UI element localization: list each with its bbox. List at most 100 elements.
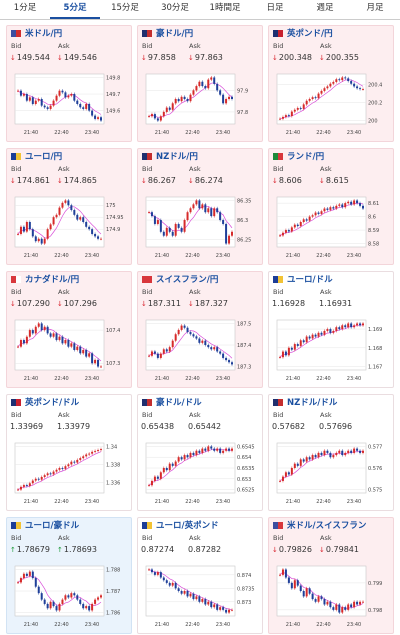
pair-name-link[interactable]: カナダドル/円 bbox=[25, 275, 80, 285]
tab-5[interactable]: 日足 bbox=[266, 3, 284, 13]
mini-candle-chart[interactable]: 1.34 1.338 1.336 21:40 22:40 23:40 bbox=[10, 435, 128, 507]
y-tick-label: 1.338 bbox=[106, 462, 120, 468]
pair-name-link[interactable]: 豪ドル/円 bbox=[156, 29, 194, 39]
pair-name-link[interactable]: ユーロ/豪ドル bbox=[25, 521, 80, 531]
rate-card[interactable]: ユーロ/ドル Bid Ask 1.16928 1.16931 1.169 1.168 1.16… bbox=[268, 271, 394, 388]
card-header: ユーロ/円 bbox=[7, 149, 131, 163]
mini-candle-chart[interactable]: 86.35 86.3 86.25 21:40 22:40 23:40 bbox=[141, 189, 259, 261]
candle-body bbox=[344, 452, 347, 456]
candle-body bbox=[162, 468, 165, 473]
mini-candle-chart[interactable]: 0.577 0.576 0.575 21:40 22:40 23:40 bbox=[272, 435, 390, 507]
tab-4[interactable]: 1時間足 bbox=[209, 3, 241, 13]
tab-6[interactable]: 週足 bbox=[316, 3, 334, 13]
mini-candle-chart[interactable]: 1.169 1.168 1.167 21:40 22:40 23:40 bbox=[272, 312, 390, 384]
rate-card[interactable]: 英ポンド/円 Bid Ask ↓200.348 ↓200.355 200.4 200.2 20… bbox=[268, 25, 394, 142]
candle-body bbox=[284, 472, 287, 477]
bid-label: Bid bbox=[142, 41, 153, 50]
rate-card[interactable]: 豪ドル/円 Bid Ask ↓97.858 ↓97.863 97.9 97.8 21:40 22… bbox=[137, 25, 263, 142]
rate-card[interactable]: ユーロ/円 Bid Ask ↓174.861 ↓174.865 175 174.95 174.… bbox=[6, 148, 132, 265]
bid-price: ↓86.267 bbox=[141, 176, 188, 185]
pair-name-link[interactable]: ユーロ/ドル bbox=[287, 275, 333, 285]
candle-body bbox=[344, 203, 347, 208]
tab-7[interactable]: 月足 bbox=[366, 3, 384, 13]
mini-candle-chart[interactable]: 8.61 8.6 8.59 8.58 21:40 22:40 23:40 bbox=[272, 189, 390, 261]
candle-body bbox=[228, 235, 231, 244]
x-tick-label: 23:40 bbox=[216, 130, 230, 136]
y-tick-label: 0.874 bbox=[237, 573, 251, 579]
bid-ask-prices: ↓8.606 ↓8.615 bbox=[269, 174, 393, 186]
pair-name-link[interactable]: ユーロ/円 bbox=[25, 152, 63, 162]
mini-candle-chart[interactable]: 97.9 97.8 21:40 22:40 23:40 bbox=[141, 66, 259, 138]
tab-3[interactable]: 30分足 bbox=[161, 3, 189, 13]
rate-card[interactable]: 米ドル/スイスフラン Bid Ask ↓0.79826 ↓0.79841 0.799 0.7… bbox=[268, 517, 394, 634]
pair-name-link[interactable]: ランド/円 bbox=[287, 152, 325, 162]
bid-value: 8.606 bbox=[278, 175, 302, 185]
bid-value: 0.87274 bbox=[141, 544, 175, 554]
mini-candle-chart[interactable]: 107.4 107.3 21:40 22:40 23:40 bbox=[10, 312, 128, 384]
arrow-up-icon: ↑ bbox=[57, 545, 63, 554]
candle-body bbox=[305, 336, 308, 343]
rate-card[interactable]: 米ドル/円 Bid Ask ↓149.544 ↓149.546 149.8 149.7 149… bbox=[6, 25, 132, 142]
candle-body bbox=[180, 96, 183, 102]
mini-candle-chart[interactable]: 175 174.95 174.9 21:40 22:40 23:40 bbox=[10, 189, 128, 261]
x-tick-label: 21:40 bbox=[24, 253, 38, 259]
pair-name-link[interactable]: 英ポンド/円 bbox=[287, 29, 333, 39]
pair-name-link[interactable]: 米ドル/スイスフラン bbox=[287, 521, 367, 531]
mini-candle-chart[interactable]: 187.5 187.4 187.3 21:40 22:40 23:40 bbox=[141, 312, 259, 384]
rate-card[interactable]: 豪ドル/ドル Bid Ask 0.65438 0.65442 0.6545 0.654 0.6… bbox=[137, 394, 263, 511]
bid-label: Bid bbox=[142, 287, 153, 296]
bid-ask-labels: Bid Ask bbox=[7, 286, 131, 297]
pair-name-link[interactable]: NZドル/円 bbox=[156, 152, 198, 162]
pair-name-link[interactable]: 米ドル/円 bbox=[25, 29, 63, 39]
rate-card[interactable]: スイスフラン/円 Bid Ask ↓187.311 ↓187.327 187.5 187.4… bbox=[137, 271, 263, 388]
candle-body bbox=[61, 336, 64, 344]
pair-name-link[interactable]: 英ポンド/ドル bbox=[25, 398, 80, 408]
bid-label: Bid bbox=[142, 164, 153, 173]
rate-card[interactable]: ユーロ/英ポンド Bid Ask 0.87274 0.87282 0.874 0.8735 0… bbox=[137, 517, 263, 634]
candle-body bbox=[162, 349, 165, 354]
candle-body bbox=[37, 238, 40, 242]
candle-body bbox=[204, 204, 207, 213]
pair-name-link[interactable]: スイスフラン/円 bbox=[156, 275, 219, 285]
y-tick-label: 8.6 bbox=[368, 215, 376, 221]
mini-candle-chart[interactable]: 0.874 0.8735 0.873 21:40 22:40 23:40 bbox=[141, 558, 259, 630]
candle-body bbox=[299, 459, 302, 466]
candle-body bbox=[207, 601, 210, 605]
pair-name-link[interactable]: 豪ドル/ドル bbox=[156, 398, 202, 408]
pair-name-link[interactable]: ユーロ/英ポンド bbox=[156, 521, 219, 531]
candle-body bbox=[311, 97, 314, 99]
rate-card[interactable]: ランド/円 Bid Ask ↓8.606 ↓8.615 8.61 8.6 8.59 8.58 21… bbox=[268, 148, 394, 265]
rate-card[interactable]: NZドル/ドル Bid Ask 0.57682 0.57696 0.577 0.576 0.5… bbox=[268, 394, 394, 511]
rate-card[interactable]: NZドル/円 Bid Ask ↓86.267 ↓86.274 86.35 86.3 86.25… bbox=[137, 148, 263, 265]
tab-2[interactable]: 15分足 bbox=[111, 3, 139, 13]
candle-body bbox=[293, 344, 296, 350]
candle-body bbox=[150, 351, 153, 356]
mini-candle-chart[interactable]: 200.4 200.2 200 21:40 22:40 23:40 bbox=[272, 66, 390, 138]
y-tick-label: 1.168 bbox=[368, 346, 382, 352]
candle-body bbox=[314, 334, 317, 337]
y-tick-label: 149.7 bbox=[106, 92, 120, 98]
tab-0[interactable]: 1分足 bbox=[13, 3, 37, 13]
candle-body bbox=[67, 340, 70, 347]
tab-1[interactable]: 5分足 bbox=[50, 0, 100, 19]
pair-name-link[interactable]: NZドル/ドル bbox=[287, 398, 338, 408]
card-header: 豪ドル/ドル bbox=[138, 395, 262, 409]
candle-body bbox=[332, 455, 335, 458]
bid-price: 0.65438 bbox=[141, 422, 188, 431]
candle-body bbox=[73, 94, 76, 101]
candle-body bbox=[70, 94, 73, 96]
rate-card[interactable]: 英ポンド/ドル Bid Ask 1.33969 1.33979 1.34 1.338 1.33… bbox=[6, 394, 132, 511]
mini-candle-chart[interactable]: 1.788 1.787 1.786 21:40 22:40 23:40 bbox=[10, 558, 128, 630]
bid-label: Bid bbox=[273, 533, 284, 542]
candle-body bbox=[225, 99, 228, 104]
rate-card[interactable]: カナダドル/円 Bid Ask ↓107.290 ↓107.296 107.4 107.3 2… bbox=[6, 271, 132, 388]
candle-body bbox=[195, 450, 198, 456]
mini-candle-chart[interactable]: 0.6545 0.654 0.6535 0.653 0.6525 21:40 22:40 23… bbox=[141, 435, 259, 507]
timeframe-tabs: 1分足 5分足 15分足 30分足 1時間足 日足 週足 月足 bbox=[0, 0, 400, 20]
candle-body bbox=[287, 230, 290, 232]
candle-body bbox=[302, 340, 305, 343]
mini-candle-chart[interactable]: 0.799 0.798 21:40 22:40 23:40 bbox=[272, 558, 390, 630]
candle-body bbox=[290, 227, 293, 232]
mini-candle-chart[interactable]: 149.8 149.7 149.6 21:40 22:40 23:40 bbox=[10, 66, 128, 138]
rate-card[interactable]: ユーロ/豪ドル Bid Ask ↑1.78679 ↑1.78693 1.788 1.787 1… bbox=[6, 517, 132, 634]
